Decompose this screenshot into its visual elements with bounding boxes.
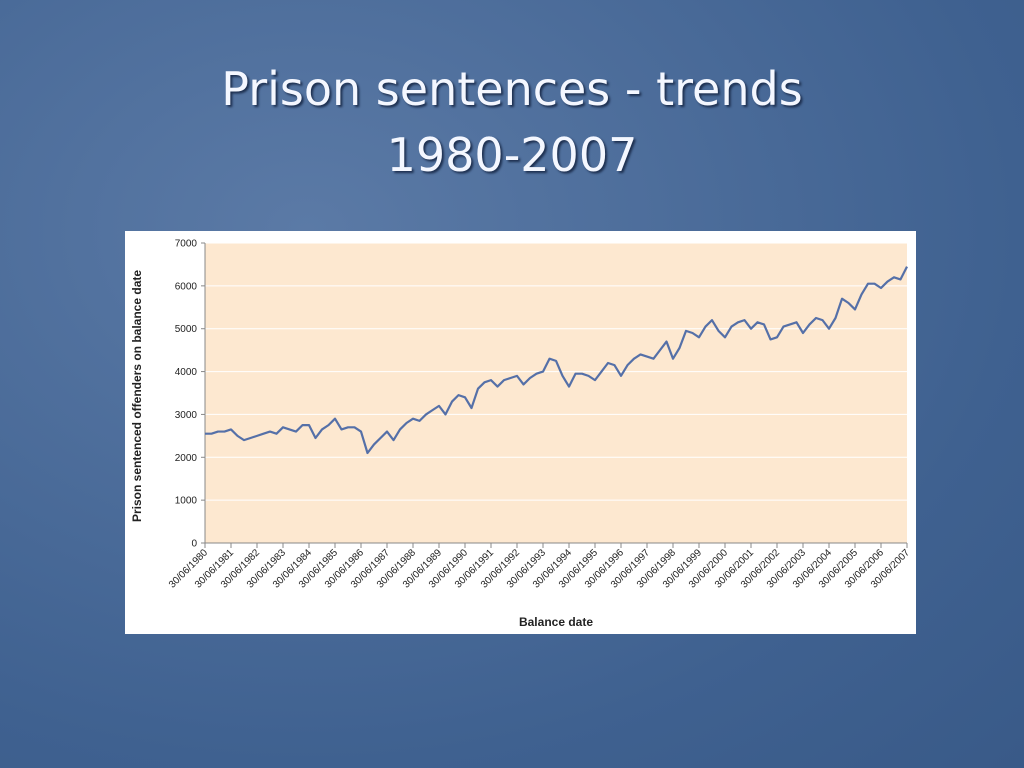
x-axis-label: Balance date [519,615,593,629]
slide-title: Prison sentences - trends 1980-2007 [221,62,803,182]
plot-area [205,243,907,543]
y-tick-label: 2000 [175,453,198,464]
y-tick-label: 1000 [175,496,198,507]
y-tick-label: 3000 [175,410,198,421]
y-axis-label: Prison sentenced offenders on balance da… [130,270,144,522]
y-tick-label: 6000 [175,281,198,292]
data-line [205,266,908,455]
y-tick-label: 4000 [175,367,198,378]
y-tick-label: 5000 [175,324,198,335]
y-tick-label: 7000 [175,239,198,250]
y-tick-label: 0 [191,539,197,550]
